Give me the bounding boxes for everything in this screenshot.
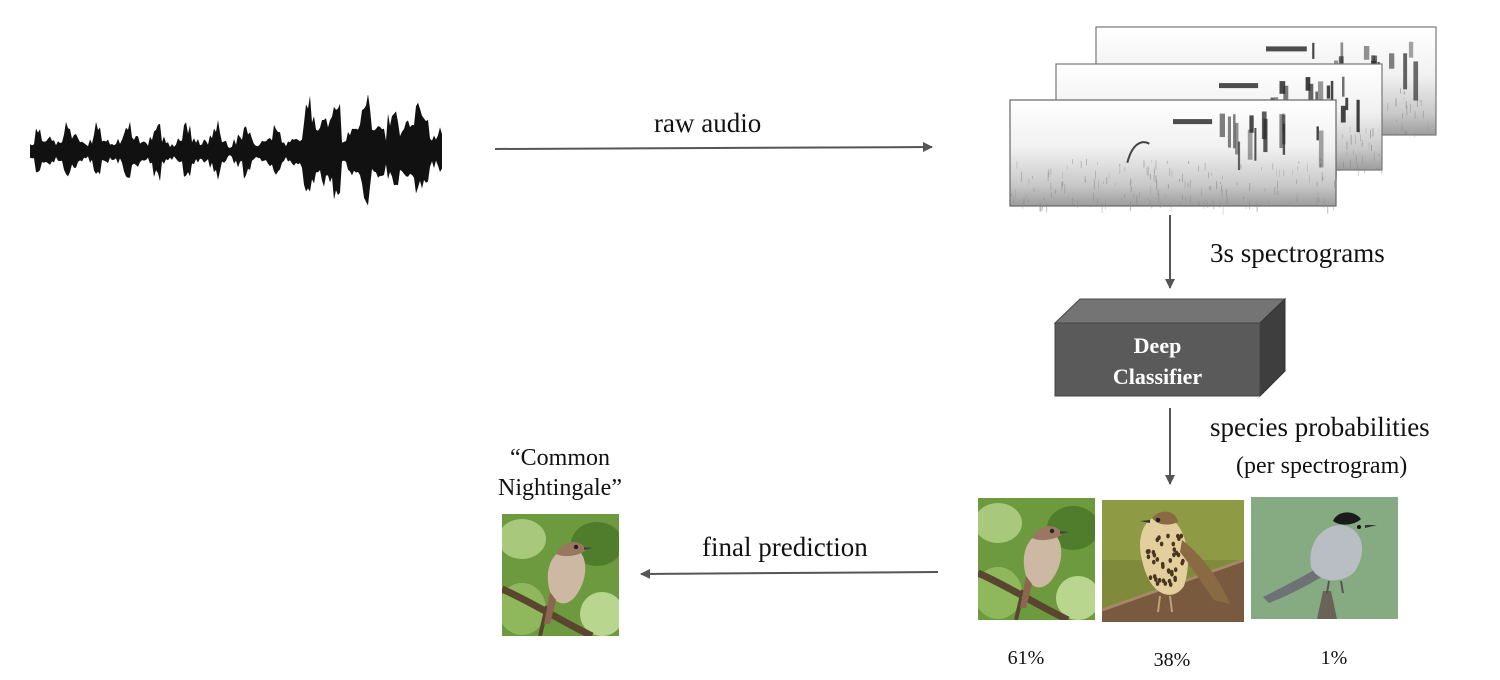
spectrograms-label: 3s spectrograms (1210, 238, 1385, 268)
classifier-box: Deep Classifier (1055, 330, 1260, 392)
per-spectrogram-label: (per spectrogram) (1236, 453, 1408, 479)
species-probabilities-label: species probabilities (1210, 412, 1430, 442)
blackcap-photo (1251, 497, 1398, 619)
classifier-box-shape (1053, 297, 1287, 398)
waveform-image (30, 95, 442, 205)
classifier-label-line2: Classifier (1112, 364, 1203, 389)
predicted-bird-photo (502, 514, 619, 636)
final-prediction-arrow (640, 568, 939, 579)
raw-audio-label: raw audio (654, 108, 762, 138)
probability-blackcap: 1% (1320, 647, 1348, 669)
predicted-name-line1: “Common (510, 445, 610, 471)
probability-nightingale: 61% (1007, 647, 1045, 669)
predicted-name-line2: Nightingale” (498, 475, 622, 501)
song-thrush-photo (1102, 500, 1244, 622)
probability-song-thrush: 38% (1153, 649, 1191, 671)
spectrogram-stack (1009, 26, 1437, 215)
final-prediction-label: final prediction (702, 532, 868, 562)
classifier-label-line1: Deep (1133, 333, 1182, 358)
predicted-species-name: “Common Nightingale” (460, 443, 660, 503)
spectrogram-front (1009, 99, 1337, 215)
raw-audio-arrow (494, 142, 933, 153)
nightingale-photo (978, 498, 1095, 620)
